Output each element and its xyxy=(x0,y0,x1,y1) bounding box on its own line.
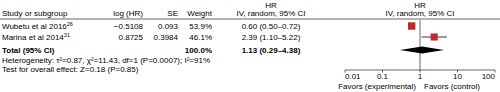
column-header: SE xyxy=(167,9,178,18)
hr-header: IV, random, 95% CI xyxy=(236,9,305,18)
hr-ci: 0.60 (0.50–0.72) xyxy=(242,22,301,31)
hr-header: IV, random, 95% CI xyxy=(385,9,454,18)
total-diamond xyxy=(400,47,444,54)
x-tick-label: 0.1 xyxy=(377,72,389,81)
overall-effect: Test for overall effect: Z=0.18 (P=0.85) xyxy=(2,65,139,74)
null-line xyxy=(420,20,421,70)
log-hr: −0.5108 xyxy=(114,22,144,31)
favors-right: Favors (control) xyxy=(424,82,480,91)
column-header: Study or subgroup xyxy=(2,9,68,18)
hr-square xyxy=(431,33,438,40)
column-header: Weight xyxy=(187,9,213,18)
total-weight: 100.0% xyxy=(185,46,212,55)
total-name: Total (95% CI) xyxy=(2,46,55,55)
reference: 26 xyxy=(67,21,73,27)
study-name: Marina et al 201431 xyxy=(2,32,70,42)
x-tick-label: 100 xyxy=(482,72,496,81)
x-tick-label: 10 xyxy=(453,72,462,81)
total-hr-ci: 1.13 (0.29–4.38) xyxy=(242,46,301,55)
x-tick-label: 0.01 xyxy=(345,72,361,81)
x-tick-label: 1 xyxy=(418,72,423,81)
se: 0.093 xyxy=(158,22,179,31)
log-hr: 0.8725 xyxy=(119,33,144,42)
weight: 46.1% xyxy=(189,33,212,42)
study-name: Wubetu et al 201626 xyxy=(2,21,73,31)
se: 0.3984 xyxy=(154,33,179,42)
weight: 53.9% xyxy=(189,22,212,31)
favors-left: Favors (experimental) xyxy=(338,82,416,91)
marks xyxy=(400,22,447,53)
hr-ci: 2.39 (1.10–5.22) xyxy=(242,33,301,42)
header-rule xyxy=(0,19,500,20)
reference: 31 xyxy=(64,32,70,38)
column-header: log (HR) xyxy=(113,9,143,18)
forest-plot: HRIV, random, 95% CIHRIV, random, 95% CI… xyxy=(0,0,500,92)
hr-square xyxy=(408,22,415,29)
heterogeneity: Heterogeneity: τ²=0.87, χ²=11.43, df=1 (… xyxy=(2,56,210,65)
